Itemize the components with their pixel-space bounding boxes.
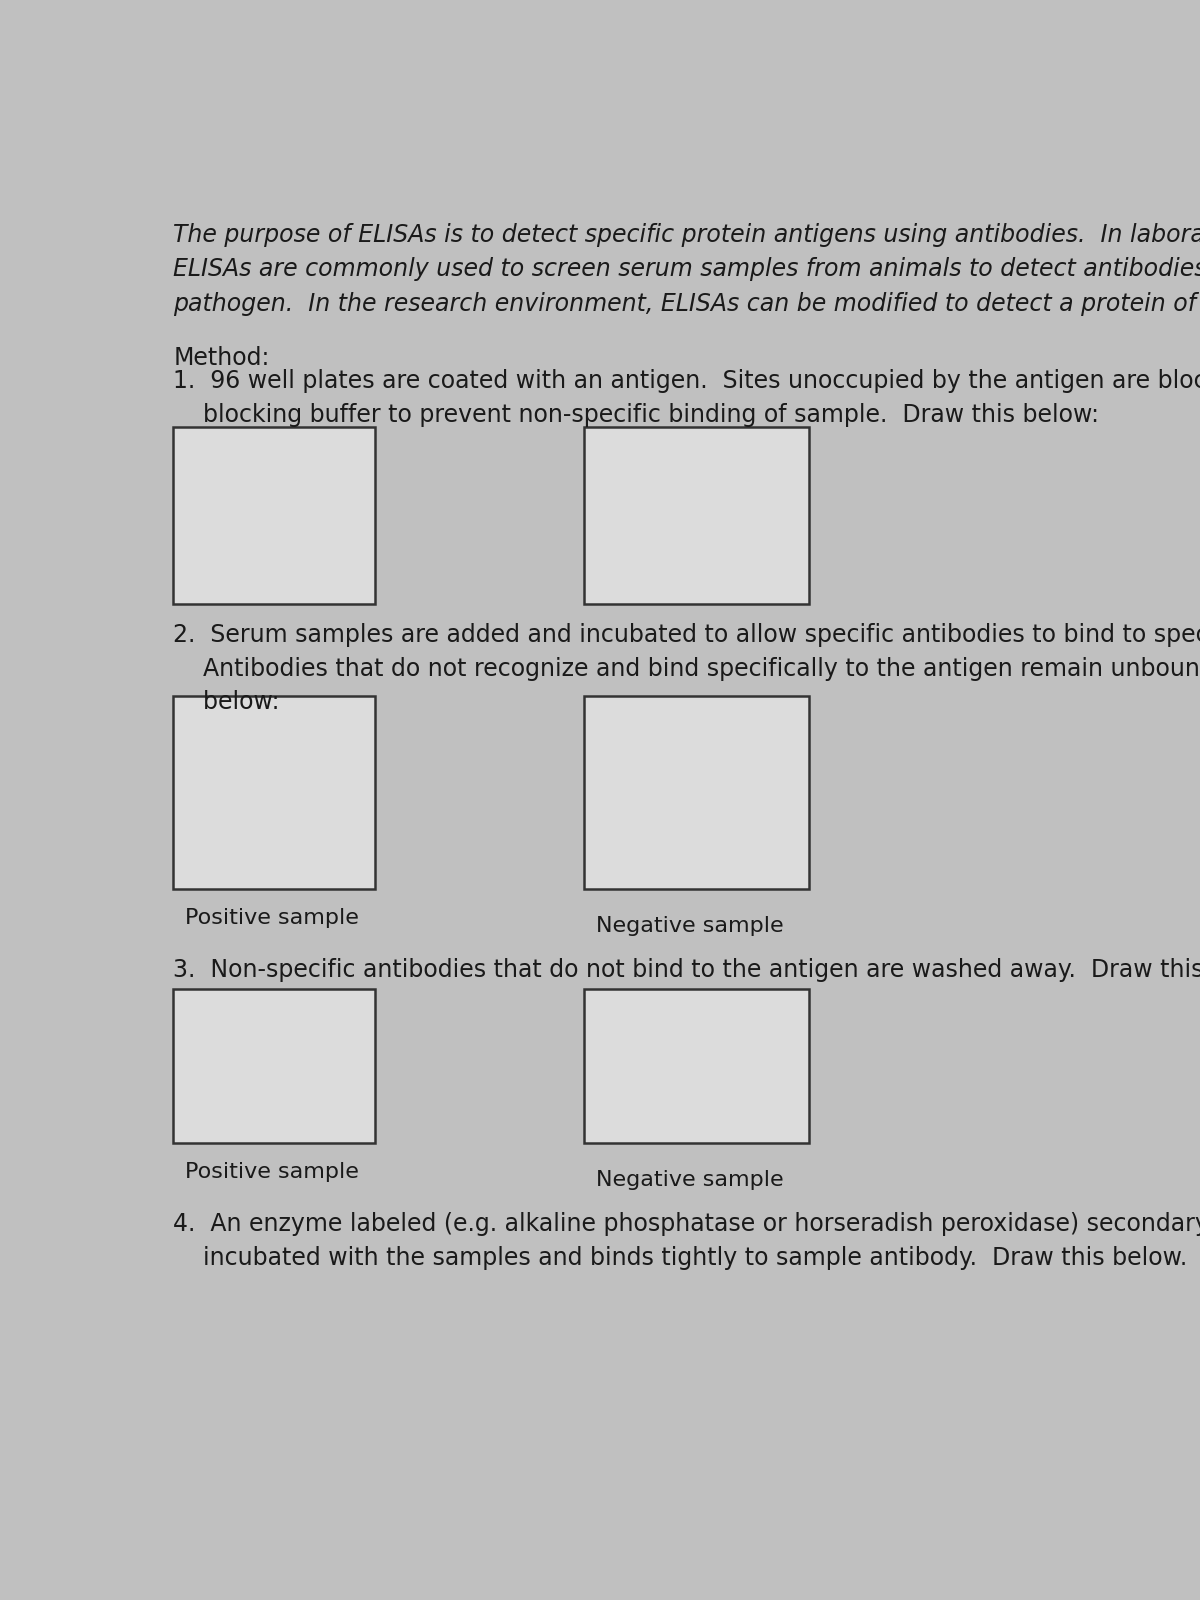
Text: 2.  Serum samples are added and incubated to allow specific antibodies to bind t: 2. Serum samples are added and incubated… xyxy=(173,624,1200,714)
Text: Negative sample: Negative sample xyxy=(595,915,784,936)
Bar xyxy=(173,696,374,890)
Bar xyxy=(173,427,374,603)
Text: 1.  96 well plates are coated with an antigen.  Sites unoccupied by the antigen : 1. 96 well plates are coated with an ant… xyxy=(173,370,1200,427)
Text: Negative sample: Negative sample xyxy=(595,1170,784,1190)
Text: 4.  An enzyme labeled (e.g. alkaline phosphatase or horseradish peroxidase) seco: 4. An enzyme labeled (e.g. alkaline phos… xyxy=(173,1213,1200,1270)
Text: 3.  Non-specific antibodies that do not bind to the antigen are washed away.  Dr: 3. Non-specific antibodies that do not b… xyxy=(173,958,1200,982)
Text: Positive sample: Positive sample xyxy=(185,909,359,928)
Bar xyxy=(584,696,809,890)
Text: The purpose of ELISAs is to detect specific protein antigens using antibodies.  : The purpose of ELISAs is to detect speci… xyxy=(173,222,1200,315)
Text: Method:: Method: xyxy=(173,346,270,370)
Text: Positive sample: Positive sample xyxy=(185,1162,359,1182)
Bar xyxy=(173,989,374,1142)
Bar xyxy=(584,989,809,1142)
Bar xyxy=(584,427,809,603)
